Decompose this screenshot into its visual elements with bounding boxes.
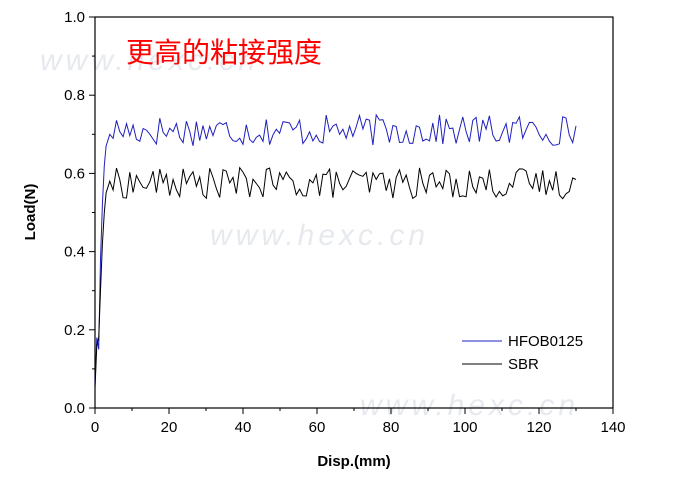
- chart-title: 更高的粘接强度: [126, 36, 322, 69]
- x-tick-label: 20: [161, 419, 178, 436]
- y-axis-label: Load(N): [22, 184, 39, 241]
- y-tick-label: 0.8: [64, 87, 85, 104]
- watermark: www.hexc.cn: [360, 389, 579, 422]
- x-tick-label: 140: [600, 419, 625, 436]
- legend-label-hfob0125: HFOB0125: [508, 333, 583, 350]
- y-tick-label: 1.0: [64, 9, 85, 26]
- series-layer: [94, 113, 577, 389]
- x-axis-label: Disp.(mm): [317, 453, 390, 470]
- watermark: www.hexc.cn: [210, 219, 429, 252]
- series-line-hfob0125: [94, 113, 577, 385]
- legend: HFOB0125 SBR: [462, 333, 583, 373]
- y-tick-label: 0.6: [64, 165, 85, 182]
- x-tick-label: 40: [235, 419, 252, 436]
- y-tick-label: 0.4: [64, 244, 85, 261]
- legend-label-sbr: SBR: [508, 356, 539, 373]
- x-tick-label: 0: [91, 419, 99, 436]
- x-tick-label: 80: [383, 419, 400, 436]
- y-tick-label: 0.2: [64, 322, 85, 339]
- axis-ticks: 0 20 40 60 80 100 120 140 0.0 0.2 0.4 0.6 0.8 1.0: [64, 9, 625, 436]
- y-tick-label: 0.0: [64, 400, 85, 417]
- x-tick-label: 60: [309, 419, 326, 436]
- x-tick-label: 100: [452, 419, 477, 436]
- series-line-sbr: [94, 166, 577, 389]
- watermark: www.hexc.cn: [40, 44, 259, 77]
- x-tick-label: 120: [526, 419, 551, 436]
